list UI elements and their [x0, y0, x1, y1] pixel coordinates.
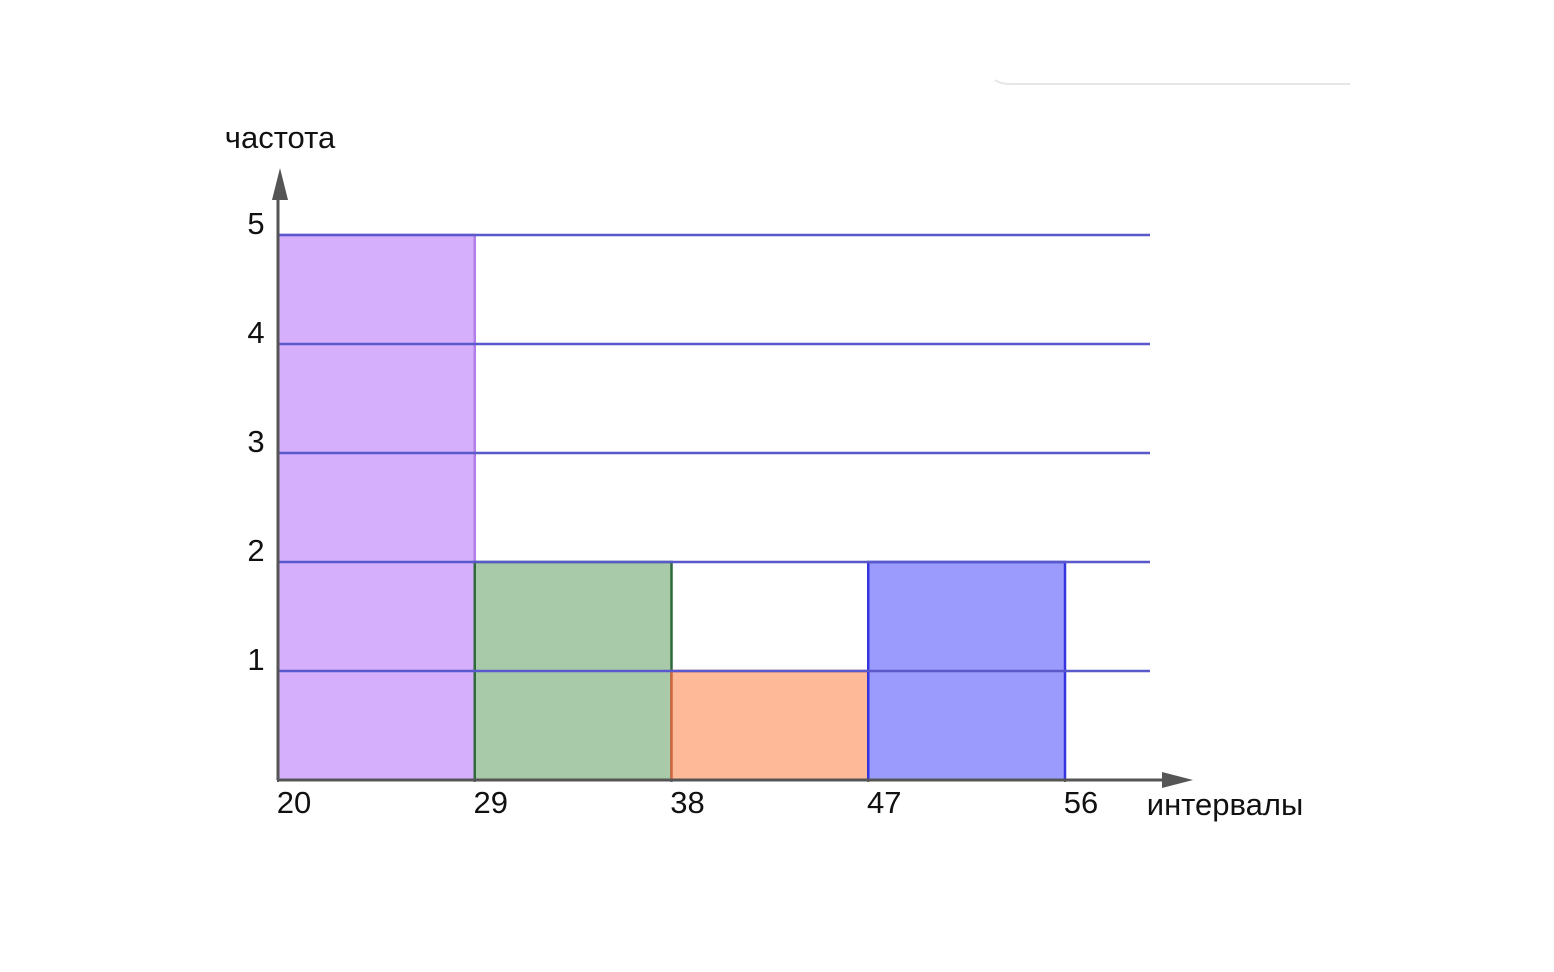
decoration: [994, 79, 1350, 85]
x-tick-label: 20: [277, 785, 311, 820]
bar: [670, 669, 870, 782]
x-axis-label: интервалы: [1147, 787, 1304, 822]
x-tick-label: 56: [1064, 785, 1098, 820]
x-tick-label: 38: [670, 785, 704, 820]
x-tick-label: 47: [867, 785, 901, 820]
y-tick-label: 3: [247, 424, 264, 459]
y-axis-label: частота: [225, 120, 336, 155]
bar: [276, 233, 476, 782]
x-axis-arrow: [1162, 772, 1193, 788]
y-tick-label: 4: [247, 315, 264, 350]
y-tick-label: 5: [247, 206, 264, 241]
x-tick-label: 29: [474, 785, 508, 820]
y-axis-arrow: [272, 168, 288, 200]
y-tick-label: 1: [247, 642, 264, 677]
y-tick-label: 2: [247, 533, 264, 568]
